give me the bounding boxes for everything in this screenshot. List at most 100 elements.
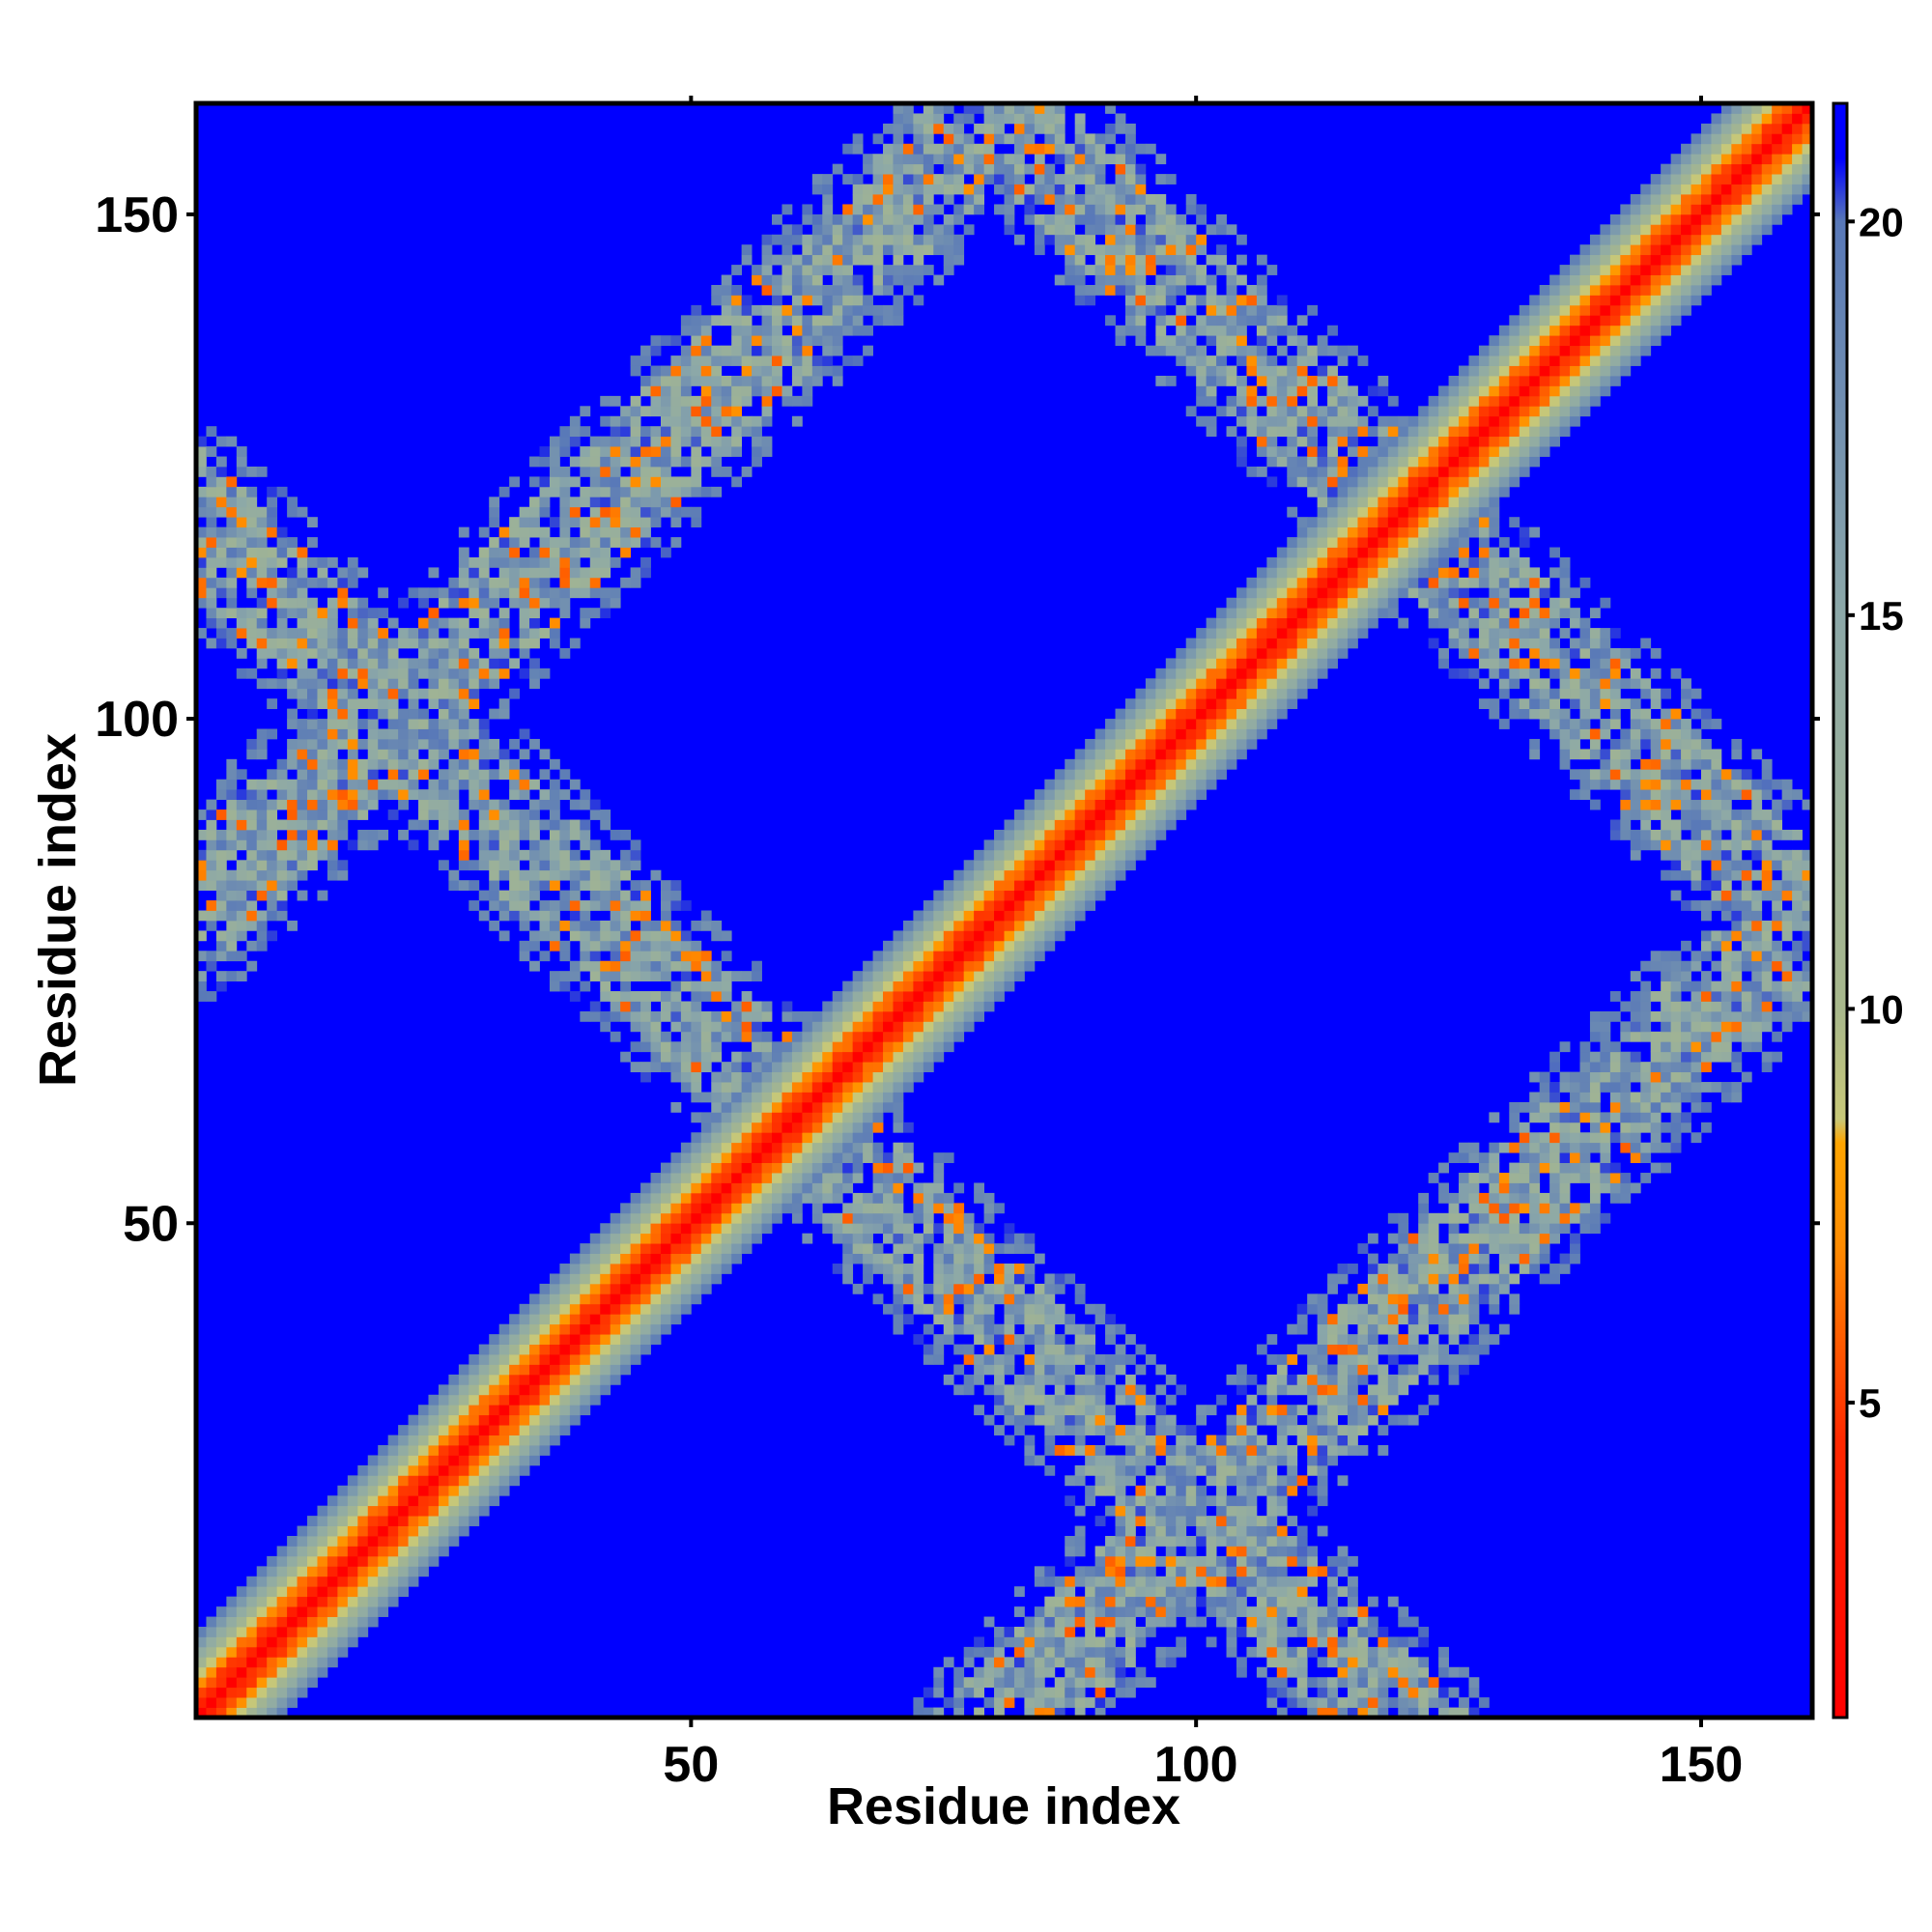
heatmap-cell bbox=[620, 526, 632, 538]
heatmap-cell bbox=[772, 1203, 782, 1214]
heatmap-cell bbox=[1378, 1697, 1389, 1708]
heatmap-cell bbox=[640, 1062, 651, 1072]
heatmap-cell bbox=[1024, 1264, 1036, 1274]
heatmap-cell bbox=[842, 1001, 854, 1012]
heatmap-cell bbox=[691, 1021, 702, 1033]
heatmap-cell bbox=[559, 971, 571, 981]
heatmap-cell bbox=[196, 436, 207, 447]
heatmap-cell bbox=[580, 406, 591, 417]
heatmap-cell bbox=[1105, 1546, 1116, 1557]
heatmap-cell bbox=[600, 486, 611, 497]
heatmap-cell bbox=[731, 1031, 743, 1042]
heatmap-cell bbox=[1741, 1071, 1752, 1083]
heatmap-cell bbox=[509, 769, 520, 781]
heatmap-cell bbox=[1296, 1646, 1308, 1658]
heatmap-cell bbox=[1266, 1555, 1278, 1567]
heatmap-cell bbox=[772, 375, 782, 386]
heatmap-cell bbox=[367, 1555, 379, 1567]
heatmap-cell bbox=[215, 1627, 227, 1637]
heatmap-cell bbox=[1013, 1425, 1025, 1435]
heatmap-cell bbox=[1307, 1646, 1319, 1658]
heatmap-cell bbox=[246, 497, 258, 508]
heatmap-cell bbox=[721, 1122, 732, 1133]
heatmap-cell bbox=[1378, 1364, 1389, 1376]
heatmap-cell bbox=[387, 1445, 399, 1456]
heatmap-cell bbox=[226, 971, 238, 981]
heatmap-cell bbox=[317, 1546, 328, 1557]
heatmap-cell bbox=[640, 456, 651, 468]
heatmap-cell bbox=[630, 466, 641, 477]
heatmap-cell bbox=[752, 426, 762, 438]
heatmap-cell bbox=[610, 910, 621, 922]
heatmap-cell bbox=[781, 315, 793, 327]
heatmap-cell bbox=[893, 1314, 904, 1325]
heatmap-cell bbox=[731, 304, 743, 316]
heatmap-cell bbox=[1620, 1192, 1632, 1204]
heatmap-cell bbox=[832, 1051, 843, 1063]
heatmap-cell bbox=[691, 325, 702, 336]
heatmap-cell bbox=[883, 1152, 894, 1163]
heatmap-cell bbox=[559, 466, 571, 477]
heatmap-cell bbox=[489, 1384, 500, 1396]
heatmap-cell bbox=[509, 658, 520, 669]
heatmap-cell bbox=[680, 355, 692, 366]
heatmap-cell bbox=[1459, 1264, 1469, 1274]
heatmap-cell bbox=[398, 789, 409, 801]
heatmap-cell bbox=[1478, 1212, 1490, 1224]
heatmap-cell bbox=[852, 1212, 864, 1224]
heatmap-cell bbox=[297, 1546, 308, 1557]
heatmap-cell bbox=[267, 638, 278, 649]
heatmap-cell bbox=[933, 1173, 945, 1183]
heatmap-cell bbox=[256, 1586, 268, 1598]
heatmap-cell bbox=[1418, 1283, 1430, 1294]
heatmap-cell bbox=[660, 497, 671, 508]
heatmap-cell bbox=[498, 1425, 510, 1435]
heatmap-cell bbox=[691, 365, 702, 377]
heatmap-cell bbox=[994, 1646, 1005, 1658]
heatmap-cell bbox=[327, 839, 338, 851]
heatmap-cell bbox=[246, 1616, 258, 1628]
heatmap-cell bbox=[1065, 1627, 1076, 1637]
heatmap-cell bbox=[1155, 1576, 1167, 1587]
heatmap-cell bbox=[1337, 1303, 1349, 1315]
heatmap-cell bbox=[589, 1010, 601, 1022]
heatmap-cell bbox=[539, 930, 551, 942]
heatmap-cell bbox=[600, 1021, 611, 1033]
heatmap-cell bbox=[347, 628, 358, 639]
heatmap-cell bbox=[1478, 1273, 1490, 1285]
heatmap-cell bbox=[256, 789, 268, 801]
heatmap-cell bbox=[650, 971, 662, 981]
heatmap-cell bbox=[802, 1173, 813, 1183]
heatmap-cell bbox=[832, 1233, 843, 1244]
heatmap-cell bbox=[226, 839, 238, 851]
heatmap-cell bbox=[731, 1162, 743, 1174]
heatmap-cell bbox=[580, 1303, 591, 1315]
heatmap-cell bbox=[630, 1243, 641, 1254]
heatmap-cell bbox=[600, 1314, 611, 1325]
heatmap-cell bbox=[276, 1646, 288, 1658]
heatmap-cell bbox=[580, 526, 591, 538]
heatmap-cell bbox=[650, 1212, 662, 1224]
heatmap-cell bbox=[327, 688, 338, 699]
heatmap-cell bbox=[1074, 1414, 1086, 1426]
heatmap-cell bbox=[1013, 1314, 1025, 1325]
heatmap-cell bbox=[1579, 1162, 1591, 1174]
heatmap-cell bbox=[630, 1041, 641, 1053]
heatmap-cell bbox=[297, 567, 308, 579]
heatmap-cell bbox=[761, 436, 773, 447]
heatmap-cell bbox=[1085, 1394, 1096, 1406]
heatmap-cell bbox=[549, 537, 560, 548]
heatmap-cell bbox=[1489, 1273, 1500, 1285]
heatmap-cell bbox=[246, 1666, 258, 1678]
heatmap-cell bbox=[1348, 1576, 1358, 1587]
heatmap-cell bbox=[256, 638, 268, 649]
heatmap-cell bbox=[863, 224, 873, 236]
heatmap-cell bbox=[852, 274, 864, 286]
heatmap-cell bbox=[489, 1495, 500, 1507]
heatmap-cell bbox=[428, 1485, 440, 1496]
heatmap-cell bbox=[509, 1384, 520, 1396]
heatmap-cell bbox=[620, 577, 632, 588]
heatmap-cell bbox=[1348, 1646, 1358, 1658]
heatmap-cell bbox=[852, 1223, 864, 1235]
heatmap-cell bbox=[711, 1243, 723, 1254]
